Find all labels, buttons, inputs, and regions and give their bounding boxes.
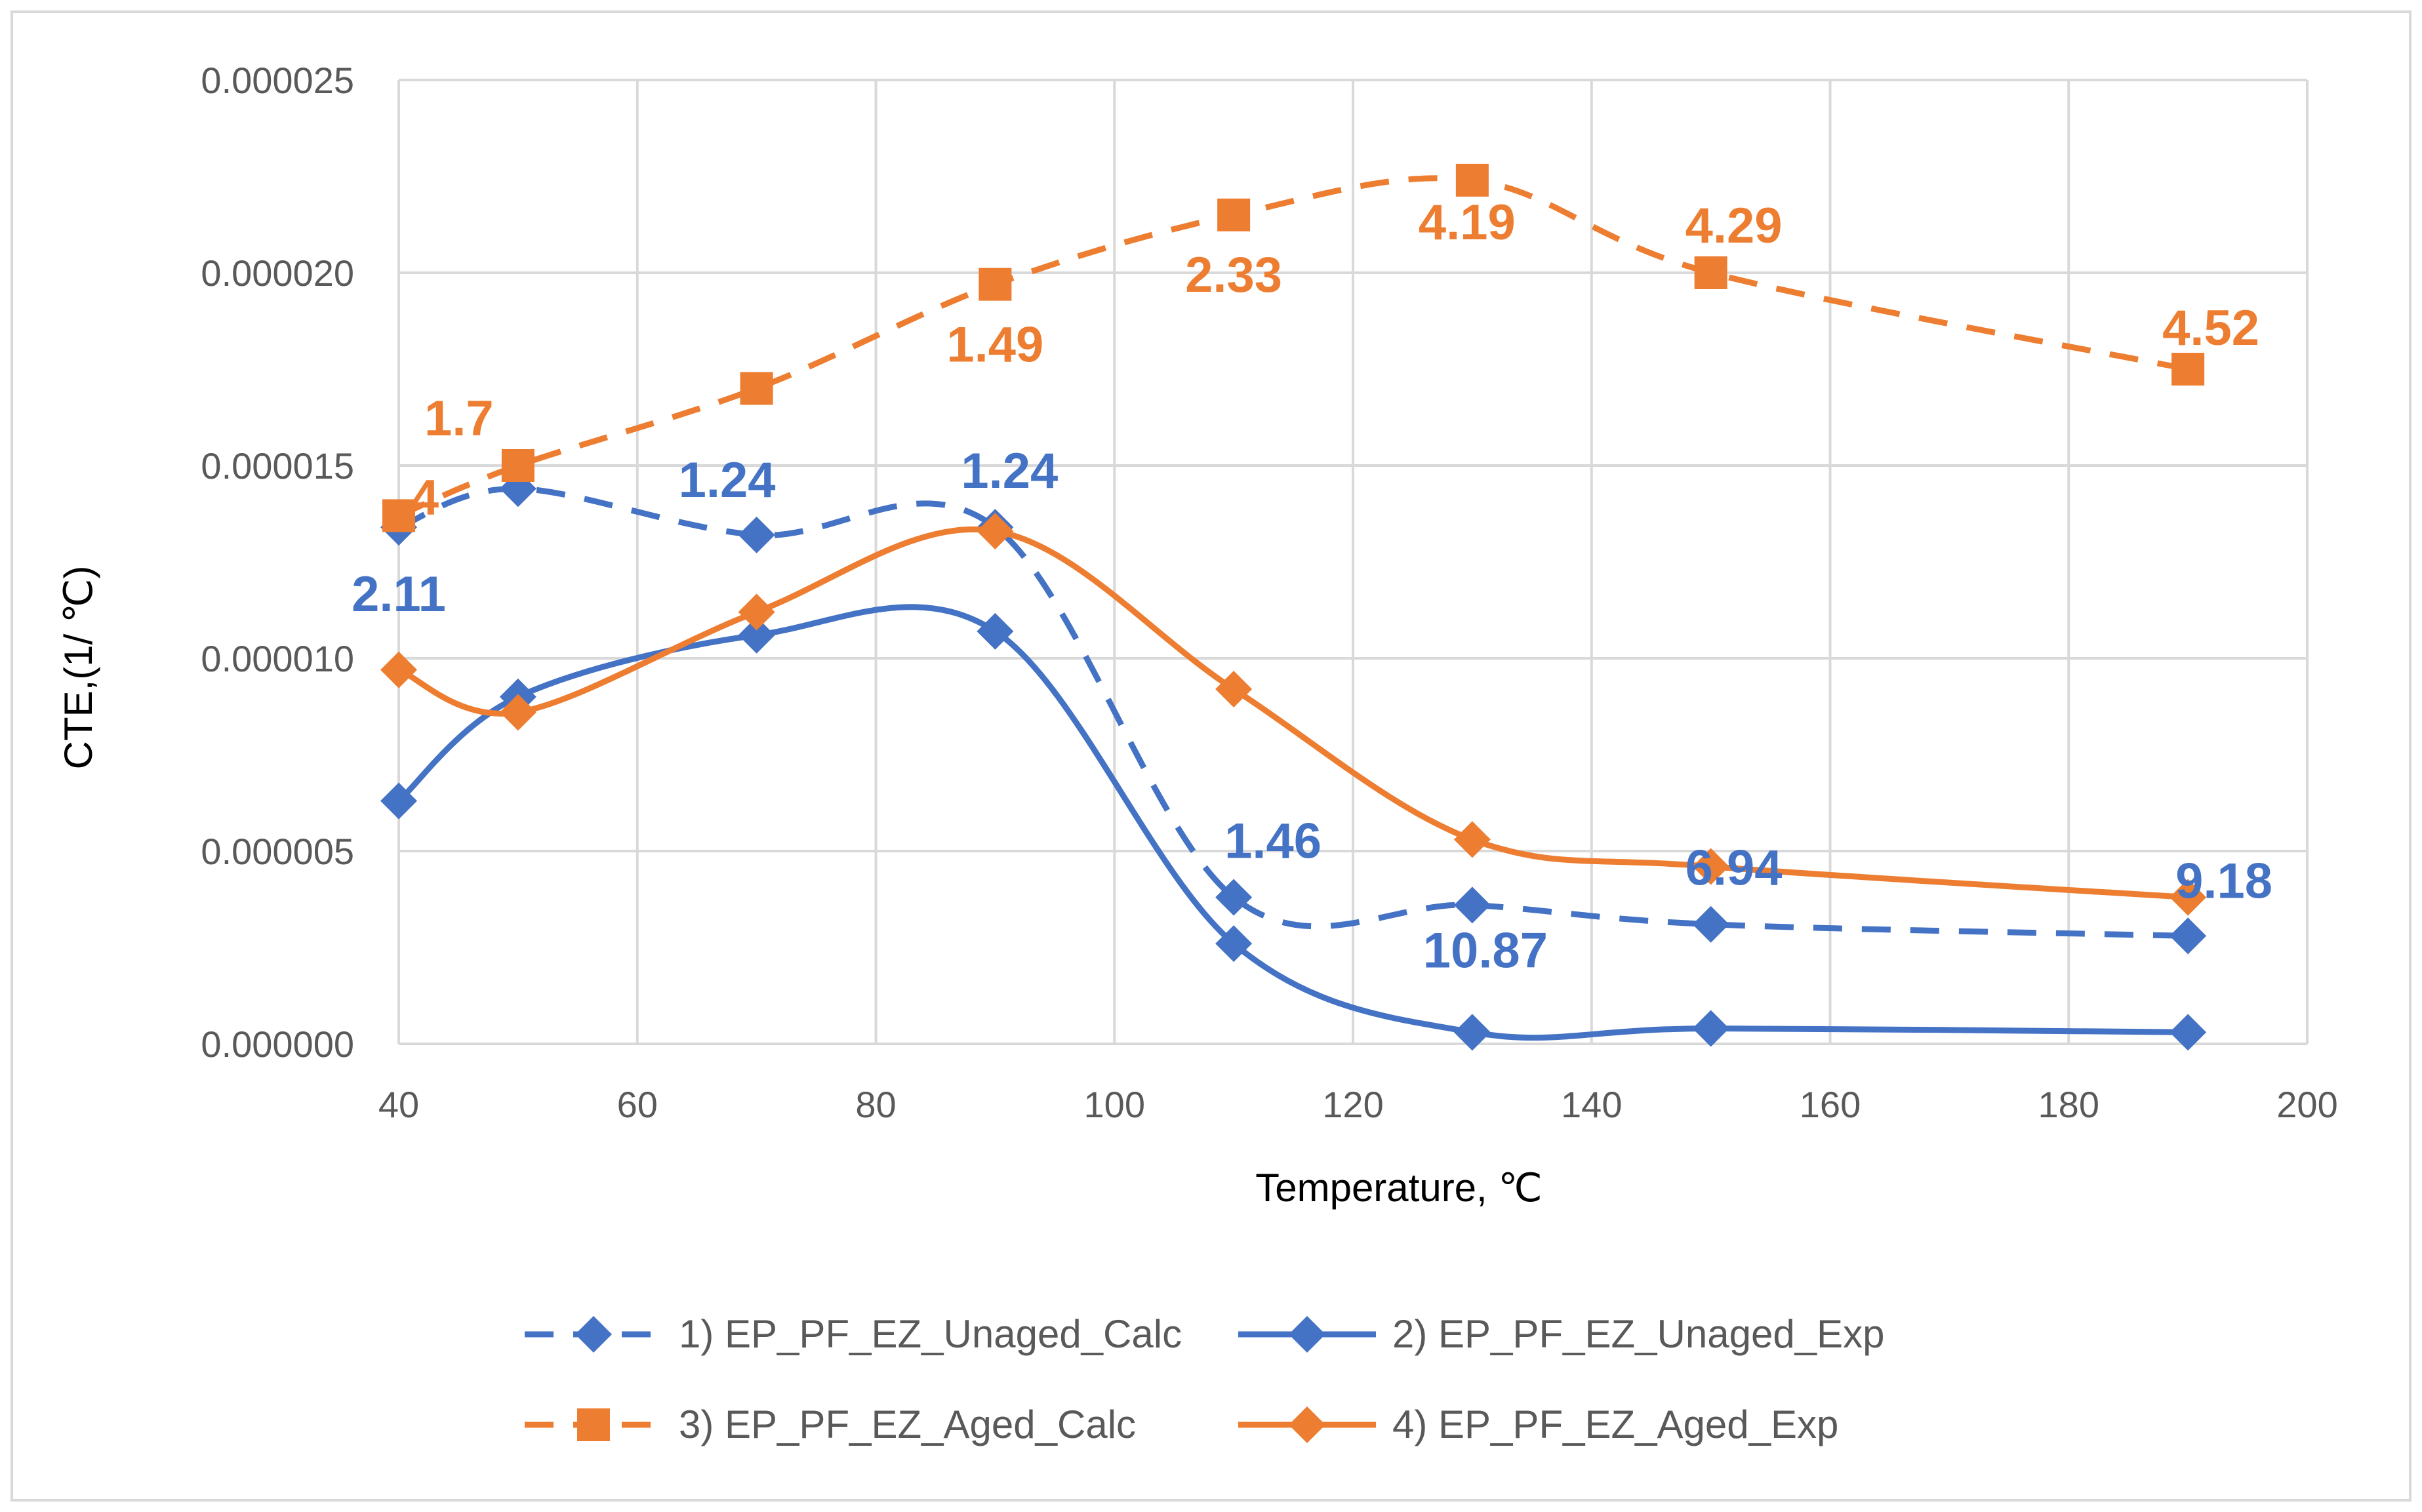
series-4-point (2170, 879, 2207, 916)
x-tick-label: 60 (617, 1084, 658, 1125)
data-label: 9.18 (2175, 853, 2272, 909)
series-2-point (738, 616, 775, 654)
data-label: 10.87 (1423, 923, 1548, 978)
series-1-point (738, 516, 775, 553)
series-3-point (1217, 198, 1251, 231)
x-tick-label: 180 (2038, 1084, 2099, 1125)
x-axis-title: Temperature, ℃ (1255, 1166, 1543, 1210)
x-tick-label: 120 (1322, 1084, 1383, 1125)
data-label: 4.19 (1419, 195, 1516, 250)
legend: 1) EP_PF_EZ_Unaged_Calc 2) EP_PF_EZ_Unage… (525, 1312, 1884, 1446)
legend-marker (575, 1316, 612, 1353)
chart-frame (10, 10, 2412, 1502)
series-3-point (1694, 256, 1727, 289)
series-4-point (1692, 848, 1729, 885)
legend-label: 1) EP_PF_EZ_Unaged_Calc (679, 1312, 1182, 1356)
legend-item-3: 3) EP_PF_EZ_Aged_Calc (525, 1403, 1136, 1446)
series-2-point (380, 782, 417, 820)
data-label: 1.46 (1224, 814, 1322, 869)
legend-item-1: 1) EP_PF_EZ_Unaged_Calc (525, 1312, 1182, 1356)
y-axis-title: CTE,(1/ ℃) (56, 566, 100, 770)
data-label: 1.24 (961, 443, 1058, 499)
legend-item-2: 2) EP_PF_EZ_Unaged_Exp (1238, 1312, 1884, 1356)
series-3-point (1455, 163, 1489, 197)
legend-marker (1289, 1316, 1325, 1353)
series-1-point (1215, 879, 1253, 916)
series-1-point (1453, 886, 1491, 924)
series-2-point (1215, 925, 1253, 963)
data-label: 1.7 (424, 391, 494, 447)
data-label: 4.52 (2162, 300, 2259, 356)
series-1-point (2170, 917, 2207, 955)
y-tick-label: 0.000015 (201, 445, 354, 487)
x-tick-label: 40 (378, 1084, 419, 1125)
x-tick-label: 200 (2276, 1084, 2337, 1125)
series-4-line (397, 526, 2189, 901)
series-2-point (1692, 1010, 1729, 1047)
series-1-point (1692, 905, 1729, 943)
data-label: 4.29 (1685, 198, 1783, 254)
data-label: 1.49 (946, 317, 1043, 373)
data-label: 1.24 (679, 452, 776, 508)
data-label: 4 (411, 469, 439, 525)
series-3-line (397, 175, 2189, 519)
legend-marker (577, 1408, 610, 1441)
x-tick-label: 100 (1084, 1084, 1145, 1125)
series-3-point (979, 268, 1012, 301)
series-4-point (380, 651, 417, 688)
legend-marker (1289, 1406, 1325, 1443)
series-4-point (1215, 671, 1253, 708)
data-label: 2.33 (1185, 247, 1282, 303)
x-tick-label: 160 (1800, 1084, 1861, 1125)
y-tick-label: 0.000010 (201, 638, 354, 679)
series-2-point (977, 612, 1014, 650)
grid (397, 79, 2309, 1045)
x-tick-label: 80 (855, 1084, 896, 1125)
legend-item-4: 4) EP_PF_EZ_Aged_Exp (1238, 1403, 1838, 1446)
series-4 (380, 512, 2207, 916)
series-4-point (1453, 821, 1491, 858)
series-4-point (738, 593, 775, 631)
series-3-point (2171, 353, 2205, 386)
series-3-point (740, 372, 773, 405)
x-tick-label: 140 (1561, 1084, 1622, 1125)
tick-labels: 40 60 80 100 120 140 160 180 200 0.000000 0.000005… (201, 60, 2337, 1125)
legend-label: 4) EP_PF_EZ_Aged_Exp (1392, 1403, 1838, 1446)
y-tick-label: 0.000005 (201, 831, 354, 872)
series-group (380, 163, 2207, 1051)
series-3 (382, 163, 2205, 532)
series-2-point (2170, 1014, 2207, 1051)
series-4-point (977, 512, 1014, 549)
data-labels: 2.11 1.24 1.24 1.46 10.87 6.94 9.18 4 1.7 1.49 2.3… (352, 195, 2272, 978)
series-3-point (382, 499, 415, 532)
y-tick-label: 0.000020 (201, 252, 354, 294)
series-4-point (499, 694, 536, 731)
data-label: 2.11 (352, 567, 446, 622)
series-3-point (501, 449, 535, 482)
series-2-point (1453, 1014, 1491, 1051)
legend-label: 2) EP_PF_EZ_Unaged_Exp (1392, 1312, 1884, 1356)
legend-label: 3) EP_PF_EZ_Aged_Calc (679, 1403, 1136, 1446)
y-tick-label: 0.000000 (201, 1024, 354, 1065)
series-2 (380, 604, 2207, 1051)
y-tick-label: 0.000025 (201, 60, 354, 101)
data-label: 6.94 (1685, 841, 1783, 896)
